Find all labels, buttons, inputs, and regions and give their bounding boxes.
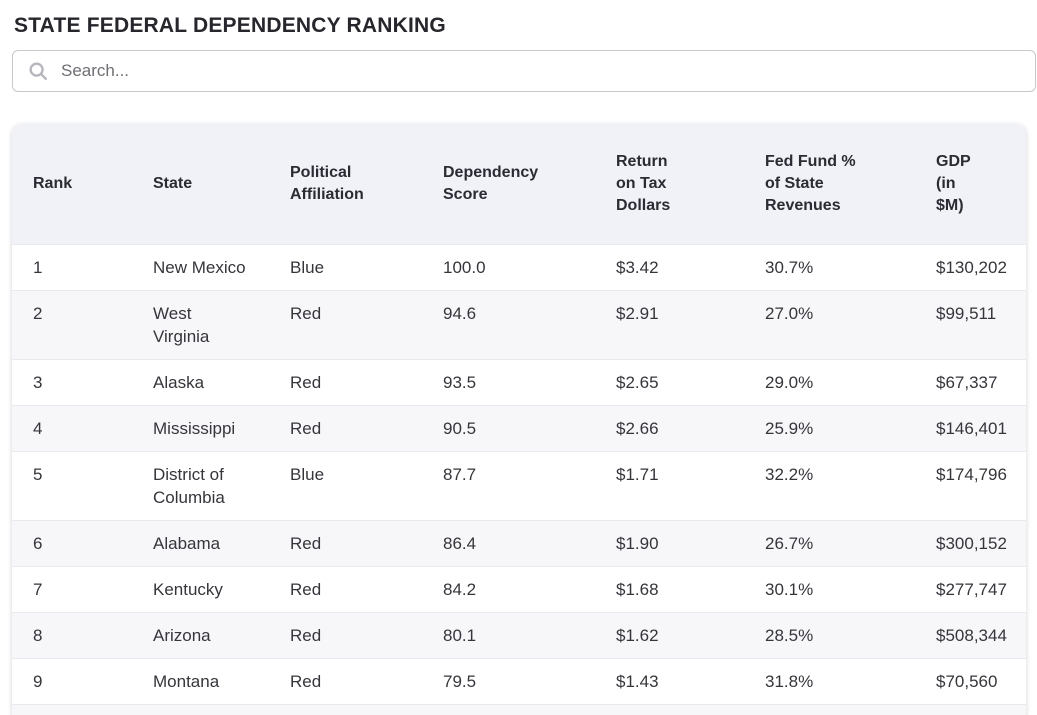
cell-return-on-tax-dollars: $2.66 — [616, 419, 659, 438]
cell-political-affiliation: Red — [290, 626, 322, 645]
cell-state: West Virginia — [153, 304, 210, 346]
cell-dependency-score: 86.4 — [443, 534, 477, 553]
cell-dependency-score: 94.6 — [443, 304, 477, 323]
cell-gdp: $174,796 — [936, 465, 1007, 484]
cell-rank: 6 — [33, 534, 43, 553]
cell-return-on-tax-dollars: $1.71 — [616, 465, 659, 484]
cell-fed-fund-percent: 30.1% — [765, 580, 814, 599]
cell-gdp: $130,202 — [936, 258, 1007, 277]
page-title: STATE FEDERAL DEPENDENCY RANKING — [14, 14, 446, 37]
search-input[interactable] — [49, 51, 1035, 91]
cell-state: Alaska — [153, 373, 205, 392]
cell-rank: 1 — [33, 258, 43, 277]
cell-gdp: $67,337 — [936, 373, 998, 392]
cell-dependency-score: 84.2 — [443, 580, 477, 599]
cell-fed-fund-percent: 26.7% — [765, 534, 814, 553]
cell-state: Arizona — [153, 626, 211, 645]
cell-dependency-score: 79.5 — [443, 672, 477, 691]
cell-return-on-tax-dollars: $2.91 — [616, 304, 659, 323]
cell-political-affiliation: Red — [290, 580, 322, 599]
column-header: Return on Tax Dollars — [616, 153, 671, 214]
cell-return-on-tax-dollars: $1.62 — [616, 626, 659, 645]
cell-rank: 5 — [33, 465, 43, 484]
table-row: 3 Alaska Red 93.5 $2.65 29.0% $67,337 — [12, 359, 1026, 405]
cell-dependency-score: 100.0 — [443, 258, 486, 277]
cell-rank: 9 — [33, 672, 43, 691]
column-header: Rank — [33, 175, 73, 192]
cell-political-affiliation: Red — [290, 373, 322, 392]
cell-return-on-tax-dollars: $3.42 — [616, 258, 659, 277]
cell-state: Mississippi — [153, 419, 236, 438]
cell-political-affiliation: Blue — [290, 465, 325, 484]
cell-gdp: $70,560 — [936, 672, 998, 691]
column-header: Fed Fund % of State Revenues — [765, 153, 856, 214]
cell-fed-fund-percent: 25.9% — [765, 419, 814, 438]
search-box[interactable] — [12, 50, 1036, 92]
cell-fed-fund-percent: 28.5% — [765, 626, 814, 645]
cell-political-affiliation: Red — [290, 304, 322, 323]
cell-gdp: $300,152 — [936, 534, 1007, 553]
cell-fed-fund-percent: 27.0% — [765, 304, 814, 323]
column-header: State — [153, 175, 193, 192]
cell-return-on-tax-dollars: $1.90 — [616, 534, 659, 553]
cell-rank: 3 — [33, 373, 43, 392]
cell-fed-fund-percent: 29.0% — [765, 373, 814, 392]
cell-return-on-tax-dollars: $1.68 — [616, 580, 659, 599]
table-row: 8 Arizona Red 80.1 $1.62 28.5% $508,344 — [12, 612, 1026, 658]
cell-return-on-tax-dollars: $1.43 — [616, 672, 659, 691]
table-header-row: Rank State Political Affiliation Dependency… — [12, 124, 1026, 244]
cell-return-on-tax-dollars: $2.65 — [616, 373, 659, 392]
cell-state: District of Columbia — [153, 465, 225, 507]
cell-political-affiliation: Blue — [290, 258, 325, 277]
cell-dependency-score: 90.5 — [443, 419, 477, 438]
table-row: 9 Montana Red 79.5 $1.43 31.8% $70,560 — [12, 658, 1026, 704]
table-row: 6 Alabama Red 86.4 $1.90 26.7% $300,152 — [12, 520, 1026, 566]
table-body: 1 New Mexico Blue 100.0 $3.42 30.7% $130… — [12, 244, 1026, 715]
cell-fed-fund-percent: 32.2% — [765, 465, 814, 484]
cell-rank: 2 — [33, 304, 43, 323]
page: STATE FEDERAL DEPENDENCY RANKING Rank Sta… — [0, 14, 1037, 715]
table-row: 7 Kentucky Red 84.2 $1.68 30.1% $277,747 — [12, 566, 1026, 612]
cell-state: Montana — [153, 672, 220, 691]
table-row-clipped — [12, 704, 1026, 715]
cell-rank: 8 — [33, 626, 43, 645]
cell-gdp: $508,344 — [936, 626, 1007, 645]
cell-dependency-score: 80.1 — [443, 626, 477, 645]
cell-state: Kentucky — [153, 580, 223, 599]
cell-gdp: $146,401 — [936, 419, 1007, 438]
table-row: 2 West Virginia Red 94.6 $2.91 27.0% $99… — [12, 290, 1026, 359]
cell-fed-fund-percent: 31.8% — [765, 672, 814, 691]
cell-political-affiliation: Red — [290, 672, 322, 691]
column-header: GDP (in $M) — [936, 153, 971, 214]
cell-rank: 4 — [33, 419, 43, 438]
cell-gdp: $99,511 — [936, 304, 997, 323]
cell-political-affiliation: Red — [290, 534, 322, 553]
cell-dependency-score: 87.7 — [443, 465, 477, 484]
ranking-table: Rank State Political Affiliation Dependency… — [12, 124, 1026, 715]
cell-state: New Mexico — [153, 258, 246, 277]
search-icon — [27, 60, 49, 82]
cell-fed-fund-percent: 30.7% — [765, 258, 814, 277]
cell-gdp: $277,747 — [936, 580, 1007, 599]
table-row: 4 Mississippi Red 90.5 $2.66 25.9% $146,… — [12, 405, 1026, 451]
cell-rank: 7 — [33, 580, 43, 599]
cell-political-affiliation: Red — [290, 419, 322, 438]
column-header: Dependency Score — [443, 164, 539, 203]
cell-dependency-score: 93.5 — [443, 373, 477, 392]
table-row: 1 New Mexico Blue 100.0 $3.42 30.7% $130… — [12, 244, 1026, 290]
table-row: 5 District of Columbia Blue 87.7 $1.71 3… — [12, 451, 1026, 520]
column-header: Political Affiliation — [290, 164, 364, 203]
cell-state: Alabama — [153, 534, 221, 553]
